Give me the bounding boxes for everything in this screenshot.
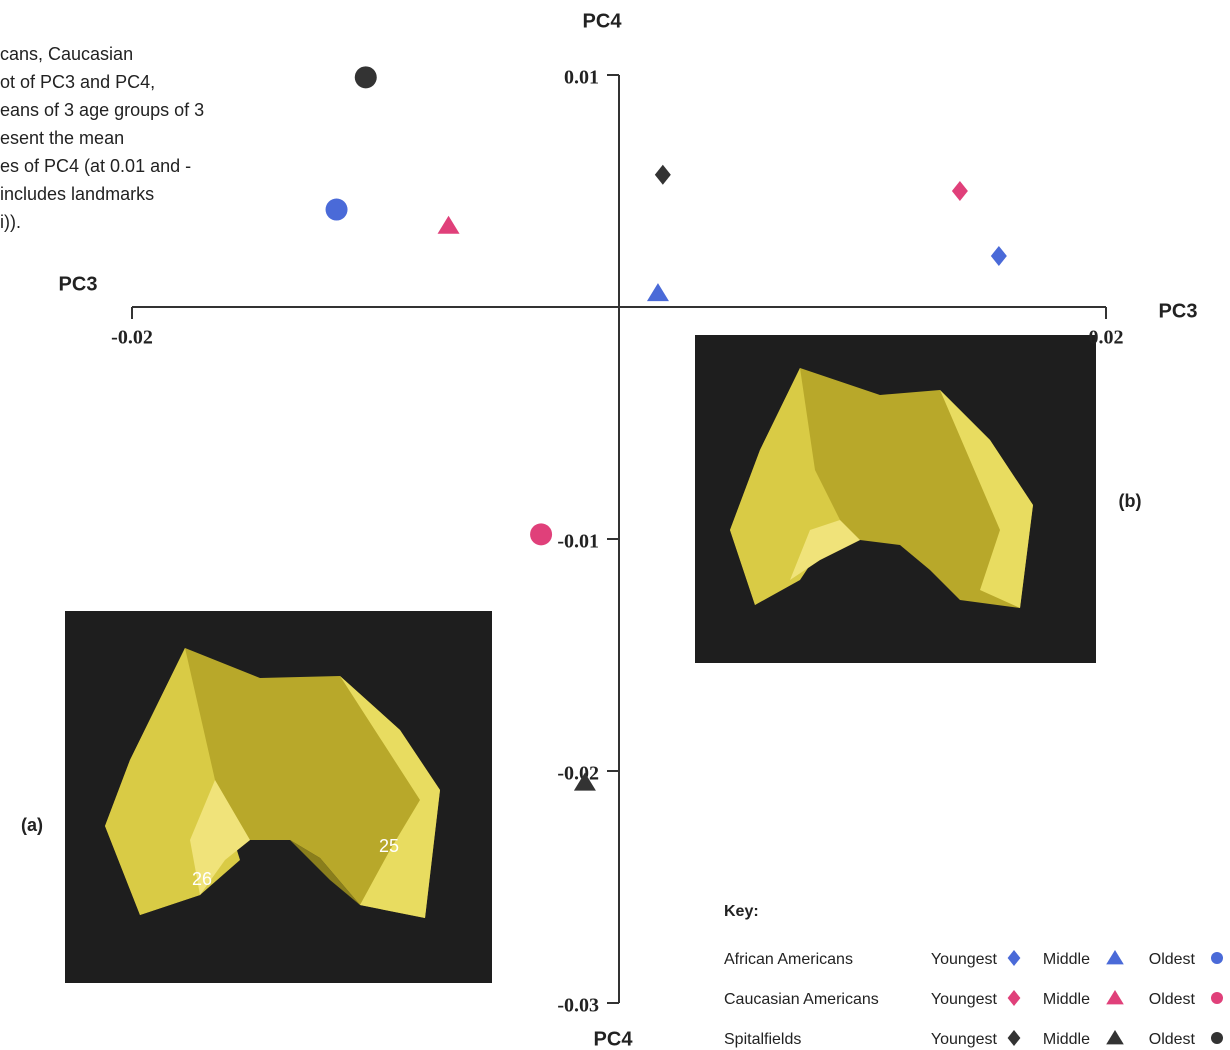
point [951, 181, 968, 201]
inset-label: (b) [1119, 491, 1142, 511]
legend-swatch [1106, 950, 1124, 965]
caption-line: includes landmarks [0, 184, 154, 204]
y-tick-label: -0.01 [557, 531, 599, 553]
caption-line: ot of PC3 and PC4, [0, 72, 155, 92]
caption-line: cans, Caucasian [0, 44, 133, 64]
legend-swatch [1007, 990, 1021, 1006]
x-axis-label: PC3 [1159, 300, 1198, 322]
caption-line: eans of 3 age groups of 3 [0, 100, 204, 120]
legend-swatch [1007, 1030, 1021, 1046]
x-axis-label: PC3 [59, 273, 98, 295]
y-axis-label: PC4 [583, 10, 623, 32]
inset-image-a [65, 611, 492, 983]
legend-swatch [1211, 992, 1223, 1004]
legend-swatch [1106, 990, 1124, 1005]
inset-image-b [695, 335, 1096, 663]
legend-title: Key: [724, 903, 759, 920]
legend-label: Youngest [931, 991, 998, 1008]
point [437, 215, 460, 234]
legend-label: Middle [1043, 951, 1090, 968]
legend-swatch [1211, 1032, 1223, 1044]
legend-label: Oldest [1149, 1031, 1196, 1048]
legend-label: Youngest [931, 1031, 998, 1048]
legend-swatch [1106, 1030, 1124, 1045]
landmark-label: 26 [192, 869, 212, 889]
legend-label: Oldest [1149, 951, 1196, 968]
y-tick-label: 0.01 [564, 67, 599, 89]
landmark-label: 25 [379, 836, 399, 856]
point [646, 283, 669, 302]
caption-line: i)). [0, 212, 21, 232]
legend-label: Spitalfields [724, 1031, 801, 1048]
caption-line: esent the mean [0, 128, 124, 148]
legend-label: Middle [1043, 1031, 1090, 1048]
inset-label: (a) [21, 815, 43, 835]
point [654, 164, 671, 185]
point [354, 66, 377, 89]
legend-swatch [1007, 950, 1021, 966]
legend-label: Caucasian Americans [724, 991, 879, 1008]
legend-label: Middle [1043, 991, 1090, 1008]
point [325, 198, 348, 221]
point [573, 772, 596, 791]
point [530, 523, 553, 546]
legend-swatch [1211, 952, 1223, 964]
caption-line: es of PC4 (at 0.01 and - [0, 156, 191, 176]
legend-label: African Americans [724, 951, 853, 968]
legend-label: Oldest [1149, 991, 1196, 1008]
x-tick-label: 0.02 [1089, 327, 1124, 349]
x-tick-label: -0.02 [111, 327, 153, 349]
y-tick-label: -0.02 [557, 763, 599, 785]
y-axis-label: PC4 [594, 1028, 634, 1050]
legend-label: Youngest [931, 951, 998, 968]
y-tick-label: -0.03 [557, 995, 599, 1017]
point [990, 245, 1007, 266]
